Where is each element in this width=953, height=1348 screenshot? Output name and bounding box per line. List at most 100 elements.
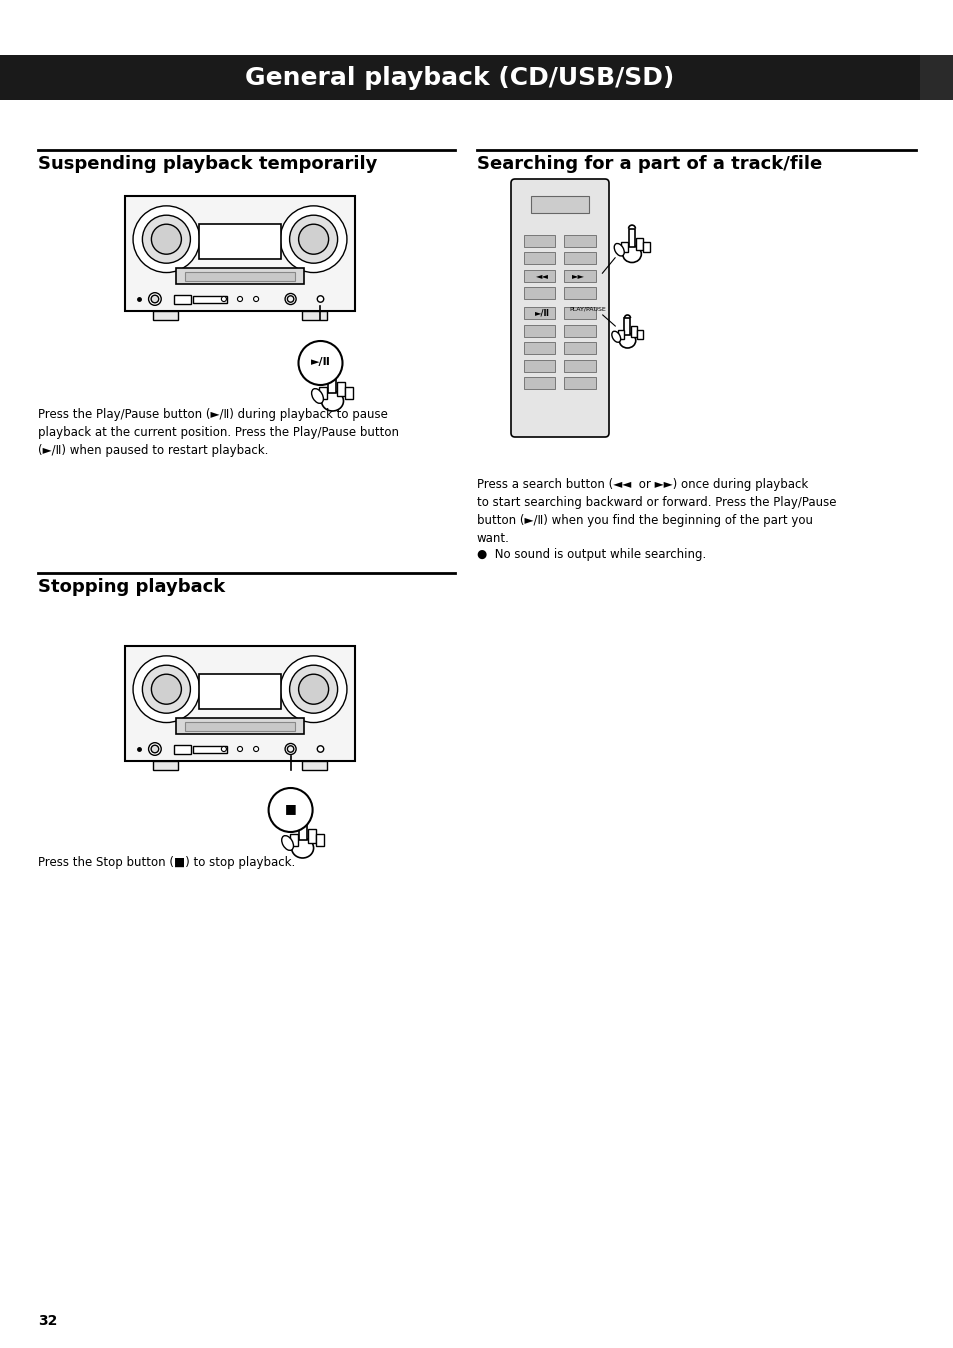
Ellipse shape bbox=[614, 244, 623, 256]
Bar bbox=[637, 330, 642, 338]
Bar bbox=[125, 195, 355, 310]
Ellipse shape bbox=[618, 333, 635, 348]
Bar bbox=[620, 243, 627, 252]
Ellipse shape bbox=[622, 245, 640, 263]
Circle shape bbox=[269, 789, 313, 832]
Bar bbox=[185, 723, 294, 731]
Bar bbox=[523, 235, 555, 247]
Circle shape bbox=[290, 216, 337, 263]
Bar bbox=[315, 834, 323, 847]
Bar bbox=[125, 646, 355, 760]
Bar bbox=[174, 295, 191, 303]
Circle shape bbox=[298, 341, 342, 386]
FancyBboxPatch shape bbox=[511, 179, 608, 437]
Bar bbox=[618, 330, 623, 338]
Text: General playback (CD/USB/SD): General playback (CD/USB/SD) bbox=[245, 66, 674, 89]
Bar bbox=[523, 360, 555, 372]
Ellipse shape bbox=[281, 836, 294, 851]
Circle shape bbox=[298, 674, 328, 704]
Circle shape bbox=[142, 665, 191, 713]
Bar bbox=[307, 829, 315, 842]
Circle shape bbox=[237, 297, 242, 302]
Ellipse shape bbox=[292, 838, 314, 857]
Circle shape bbox=[280, 206, 347, 272]
Bar bbox=[302, 760, 327, 770]
Ellipse shape bbox=[611, 332, 620, 342]
Bar bbox=[523, 325, 555, 337]
Text: Press the Stop button (■) to stop playback.: Press the Stop button (■) to stop playba… bbox=[38, 856, 294, 869]
Circle shape bbox=[237, 747, 242, 752]
Bar bbox=[298, 818, 306, 840]
Circle shape bbox=[285, 294, 295, 305]
Circle shape bbox=[132, 656, 199, 723]
Bar bbox=[0, 55, 919, 100]
Bar bbox=[328, 371, 336, 394]
Circle shape bbox=[317, 745, 323, 752]
Circle shape bbox=[253, 747, 258, 752]
Bar bbox=[564, 252, 596, 264]
Bar bbox=[564, 307, 596, 319]
Bar bbox=[185, 272, 294, 280]
Text: Press the Play/Pause button (►/Ⅱ) during playback to pause
playback at the curre: Press the Play/Pause button (►/Ⅱ) during… bbox=[38, 408, 398, 457]
Circle shape bbox=[298, 224, 328, 255]
Bar bbox=[631, 326, 637, 337]
Circle shape bbox=[152, 224, 181, 255]
Text: ►/Ⅱ: ►/Ⅱ bbox=[311, 357, 330, 367]
Circle shape bbox=[285, 744, 295, 755]
Bar bbox=[174, 745, 191, 754]
Text: ►►: ►► bbox=[571, 271, 584, 280]
Circle shape bbox=[253, 297, 258, 302]
Text: 32: 32 bbox=[38, 1314, 57, 1328]
Ellipse shape bbox=[321, 391, 343, 411]
Circle shape bbox=[152, 674, 181, 704]
Bar bbox=[564, 360, 596, 372]
Text: ■: ■ bbox=[284, 802, 296, 816]
Bar bbox=[193, 745, 227, 754]
Bar bbox=[564, 287, 596, 299]
Circle shape bbox=[287, 745, 294, 752]
Circle shape bbox=[221, 747, 226, 752]
Bar bbox=[290, 834, 297, 847]
Bar bbox=[624, 318, 630, 334]
Circle shape bbox=[142, 216, 191, 263]
Bar bbox=[175, 718, 304, 735]
Bar bbox=[193, 295, 227, 303]
Bar bbox=[152, 310, 177, 319]
Circle shape bbox=[317, 295, 323, 302]
Bar bbox=[564, 235, 596, 247]
Bar bbox=[523, 342, 555, 355]
Text: ●  No sound is output while searching.: ● No sound is output while searching. bbox=[476, 549, 705, 561]
Text: Searching for a part of a track/file: Searching for a part of a track/file bbox=[476, 155, 821, 173]
Bar bbox=[523, 307, 555, 319]
Bar bbox=[642, 243, 649, 252]
Bar bbox=[919, 55, 953, 100]
Text: ►/Ⅱ: ►/Ⅱ bbox=[534, 309, 549, 318]
Bar bbox=[564, 270, 596, 282]
Circle shape bbox=[221, 297, 226, 302]
Bar bbox=[564, 342, 596, 355]
Bar bbox=[198, 674, 281, 709]
Bar bbox=[636, 237, 642, 249]
Bar bbox=[198, 224, 281, 259]
Bar bbox=[319, 387, 327, 399]
Bar bbox=[523, 287, 555, 299]
Text: ◄◄: ◄◄ bbox=[535, 271, 548, 280]
Circle shape bbox=[287, 295, 294, 302]
Text: PLAY/PAUSE: PLAY/PAUSE bbox=[568, 307, 605, 311]
Bar bbox=[564, 377, 596, 390]
Bar bbox=[152, 760, 177, 770]
Circle shape bbox=[132, 206, 199, 272]
Circle shape bbox=[290, 665, 337, 713]
Text: Press a search button (◄◄  or ►►) once during playback
to start searching backwa: Press a search button (◄◄ or ►►) once du… bbox=[476, 479, 836, 545]
Bar bbox=[175, 268, 304, 284]
Ellipse shape bbox=[312, 388, 323, 403]
Text: Stopping playback: Stopping playback bbox=[38, 578, 225, 596]
Bar bbox=[523, 270, 555, 282]
Bar bbox=[530, 195, 589, 213]
Bar bbox=[302, 310, 327, 319]
Circle shape bbox=[149, 293, 161, 306]
Bar bbox=[628, 229, 635, 247]
Bar bbox=[345, 387, 354, 399]
Circle shape bbox=[149, 743, 161, 755]
Circle shape bbox=[280, 656, 347, 723]
